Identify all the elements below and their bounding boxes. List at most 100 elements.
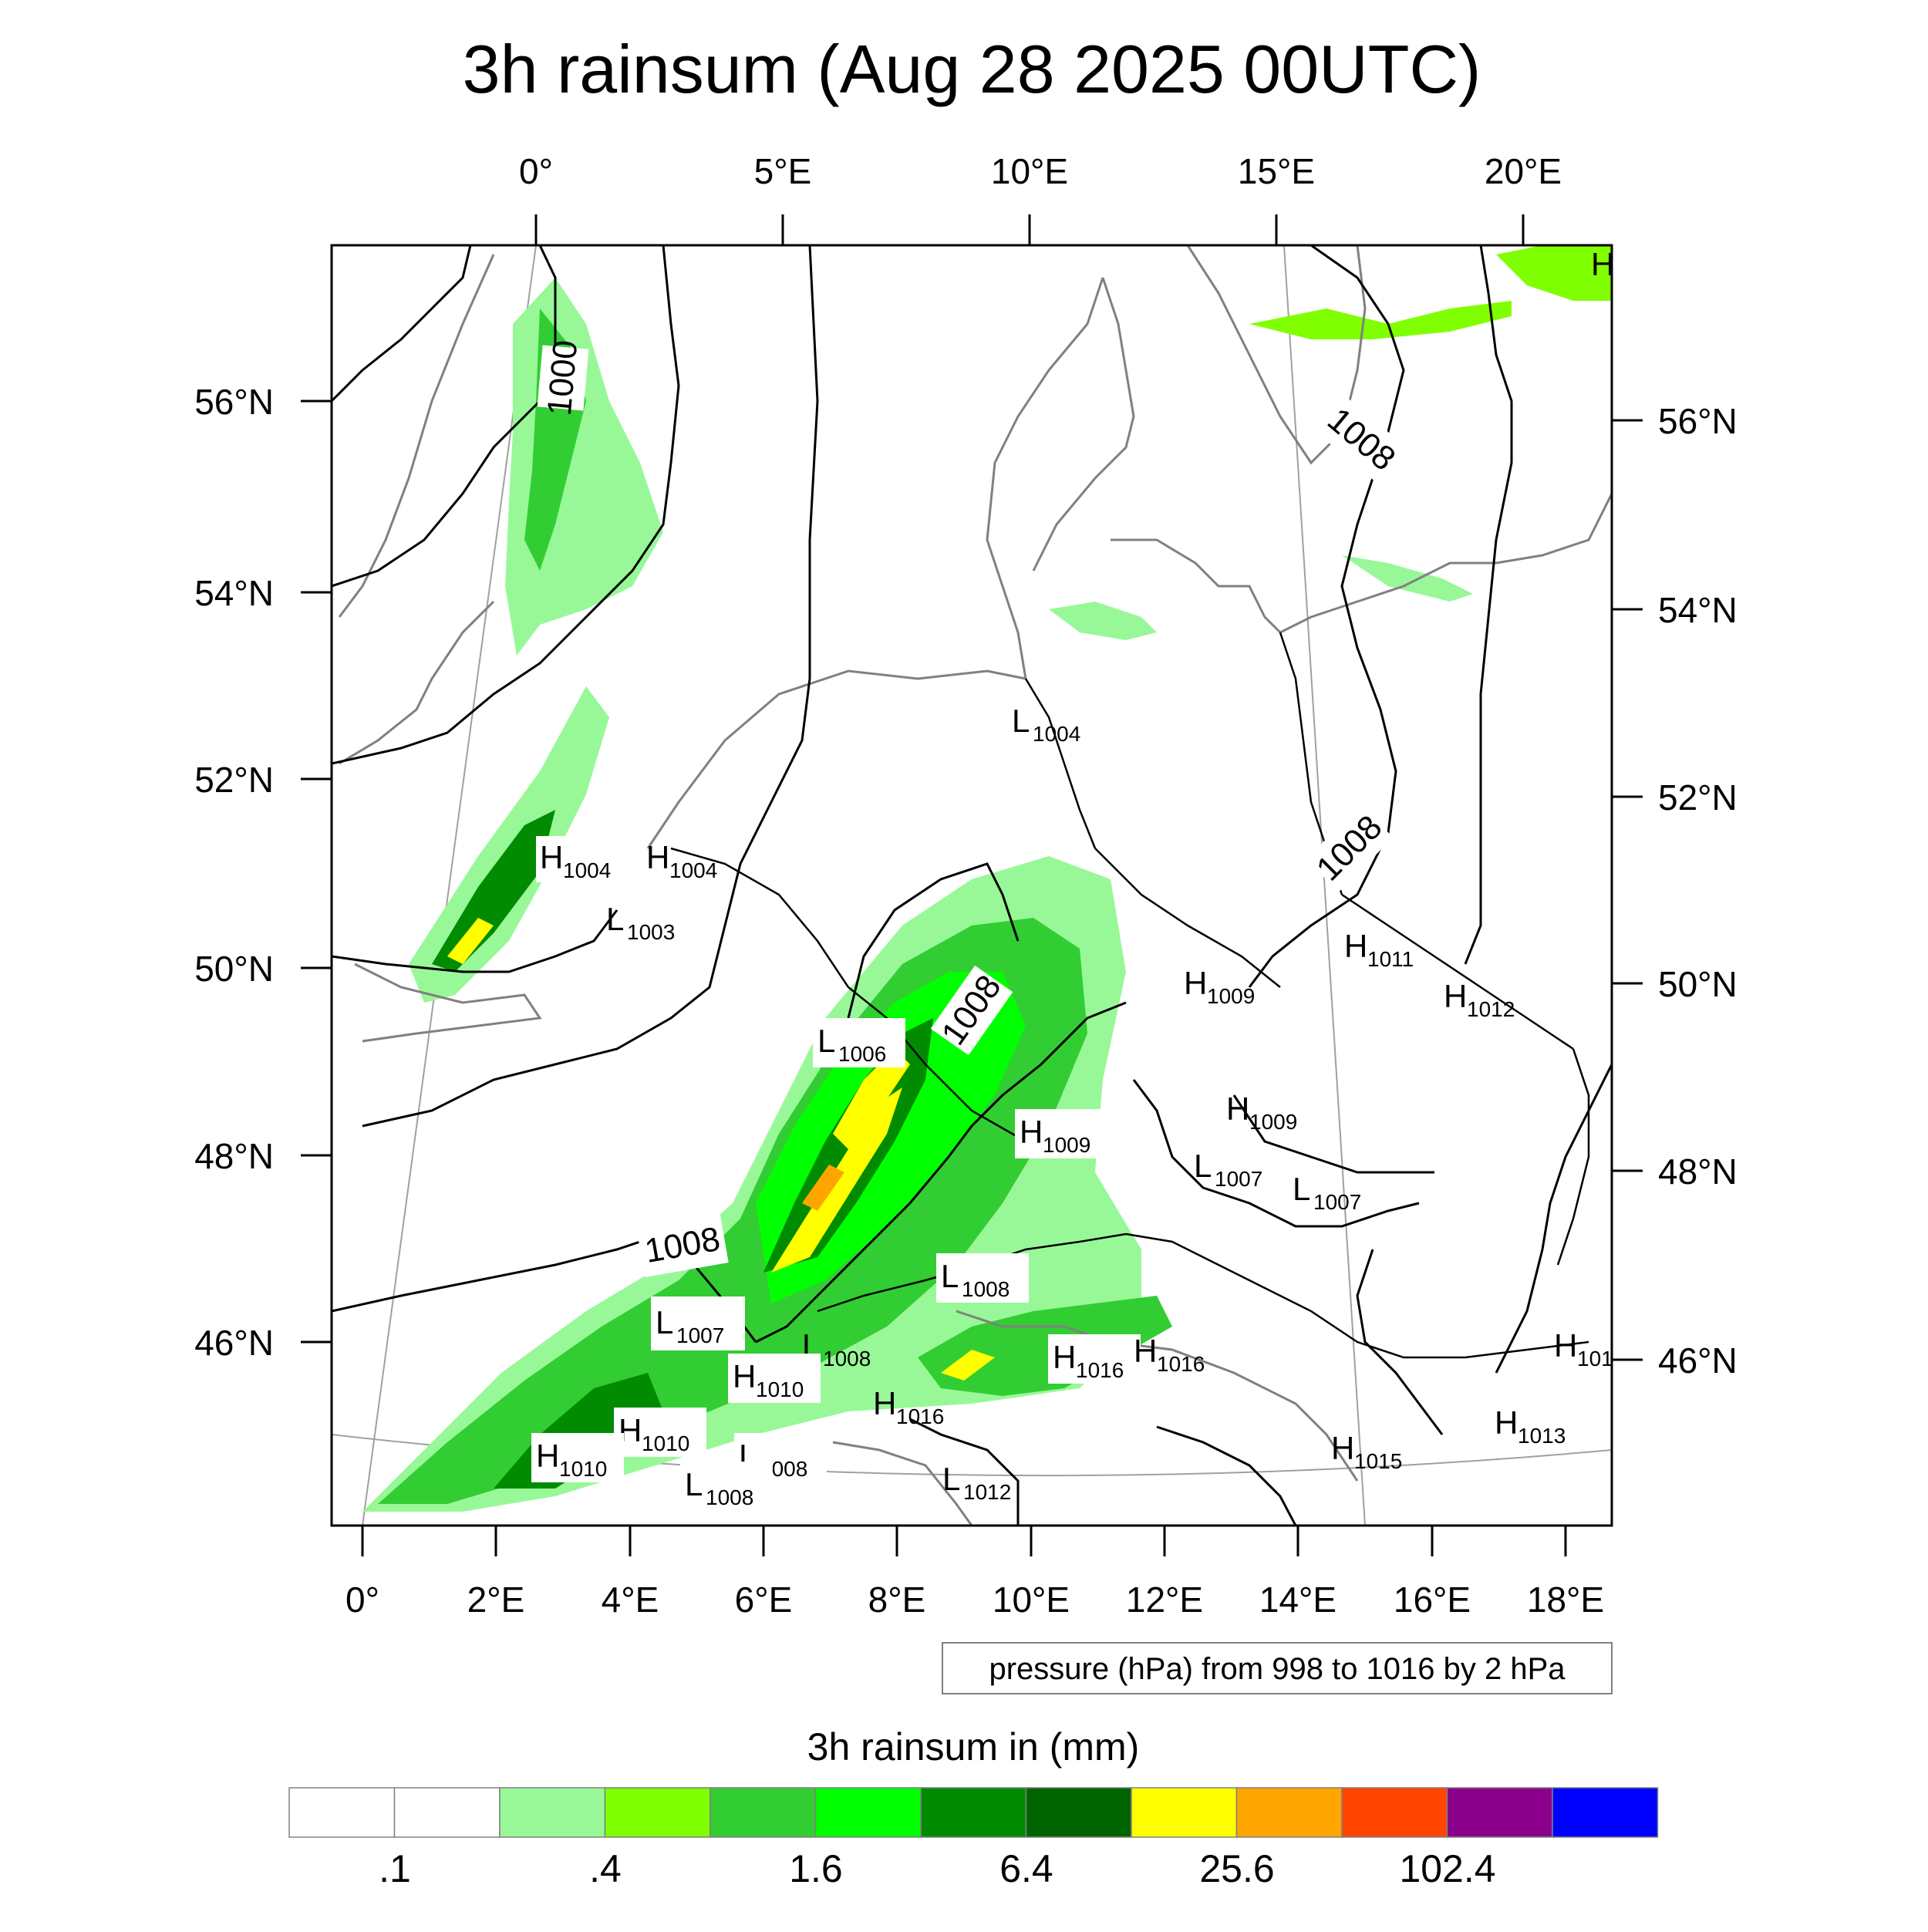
pressure-center-letter: H: [1184, 965, 1207, 1001]
pressure-note-text: pressure (hPa) from 998 to 1016 by 2 hPa: [989, 1652, 1566, 1686]
pressure-center-value: 1004: [1033, 722, 1080, 746]
pressure-center-value: 1010: [756, 1377, 804, 1401]
pressure-note-box: [942, 1642, 1613, 1694]
right-axis: [1612, 419, 1643, 1361]
pressure-center-letter: H: [646, 839, 669, 875]
right-tick-labels: 56°N 54°N 52°N 50°N 48°N 46°N: [1658, 401, 1738, 1381]
chart-title: 3h rainsum (Aug 28 2025 00UTC): [463, 31, 1481, 107]
legend-label: .1: [379, 1847, 411, 1890]
pressure-center-value: 1009: [1249, 1110, 1297, 1134]
left-tick-label: 50°N: [194, 949, 274, 989]
pressure-center-value: 1009: [1043, 1133, 1090, 1157]
bottom-tick-label: 6°E: [735, 1580, 793, 1620]
legend-swatch: [1025, 1787, 1132, 1838]
bottom-tick-label: 4°E: [602, 1580, 659, 1620]
legend-swatch: [1235, 1787, 1343, 1838]
pressure-center-value: 1012: [963, 1480, 1011, 1504]
pressure-center: H 1009: [1184, 965, 1255, 1008]
legend-labels: .1 .4 1.6 6.4 25.6 102.4: [379, 1847, 1495, 1890]
left-tick-label: 52°N: [194, 760, 274, 800]
legend-label: 102.4: [1399, 1847, 1495, 1890]
pressure-center: L 1007: [651, 1296, 745, 1350]
pressure-center-value: 1007: [1215, 1167, 1262, 1191]
legend-swatch: [710, 1787, 817, 1838]
bottom-tick-label: 2°E: [467, 1580, 525, 1620]
legend-swatch: [1341, 1787, 1448, 1838]
pressure-center-letter: L: [1293, 1171, 1310, 1207]
pressure-center: L 1008: [680, 1462, 773, 1511]
pressure-center: L 1004: [1012, 703, 1080, 746]
top-tick-label: 20°E: [1485, 151, 1562, 191]
pressure-center: H 1004: [646, 839, 717, 882]
legend-label: 6.4: [999, 1847, 1053, 1890]
pressure-center: H 1016: [1134, 1333, 1205, 1376]
legend-label: 25.6: [1199, 1847, 1274, 1890]
pressure-center-value: 1010: [642, 1431, 689, 1455]
pressure-center: H 1009: [1226, 1091, 1297, 1134]
legend-swatch: [920, 1787, 1027, 1838]
rain-intense-channel: [447, 918, 494, 964]
top-tick-label: 10°E: [991, 151, 1068, 191]
pressure-center: H 101: [1554, 1327, 1613, 1371]
pressure-center-value: 1007: [676, 1323, 724, 1347]
pressure-center: L 1008: [936, 1253, 1029, 1303]
pressure-center-letter: H: [1331, 1430, 1354, 1466]
colorbar-legend: 3h rainsum in (mm) .1 .4 1.6 6.4 25.6 10…: [288, 1725, 1659, 1890]
left-tick-label: 54°N: [194, 573, 274, 613]
legend-title: 3h rainsum in (mm): [807, 1725, 1140, 1768]
top-tick-label: 0°: [519, 151, 553, 191]
right-tick-label: 50°N: [1658, 964, 1738, 1004]
pressure-center: L 1003: [606, 901, 675, 944]
pressure-center: H 1010: [531, 1433, 624, 1482]
right-tick-label: 54°N: [1658, 590, 1738, 630]
bottom-tick-label: 12°E: [1126, 1580, 1203, 1620]
pressure-center: H 1013: [1495, 1404, 1566, 1448]
rain-moderate-alps: [918, 1296, 1172, 1396]
right-tick-label: 56°N: [1658, 401, 1738, 441]
pressure-center-letter: L: [817, 1023, 835, 1059]
pressure-center: H 1009: [1015, 1109, 1107, 1158]
rain-light-baltic-2: [1496, 245, 1612, 301]
right-tick-label: 48°N: [1658, 1151, 1738, 1192]
top-axis: [534, 214, 1525, 245]
pressure-center-letter: H: [536, 1438, 559, 1474]
bottom-tick-label: 14°E: [1259, 1580, 1336, 1620]
coastlines: [338, 245, 1612, 1526]
legend-swatch: [499, 1787, 606, 1838]
rain-orange-core: [802, 1165, 844, 1211]
pressure-center-letter: H: [1226, 1091, 1249, 1127]
pressure-center-value: 101: [1577, 1347, 1613, 1371]
pressure-center-letter: H: [540, 839, 563, 875]
legend-swatch: [393, 1787, 501, 1838]
pressure-center-letter: H: [733, 1358, 756, 1394]
right-tick-label: 52°N: [1658, 777, 1738, 818]
pressure-center: H 1012: [1444, 978, 1515, 1021]
map-panel: 1000 1008 1008 1008 1008 H: [330, 244, 1614, 1527]
left-axis: [301, 400, 332, 1344]
rain-light-baltic-3: [1342, 555, 1473, 602]
top-tick-labels: 0° 5°E 10°E 15°E 20°E: [519, 151, 1562, 191]
pressure-center: H 1016: [873, 1385, 944, 1428]
pressure-center-value: 1011: [1367, 947, 1414, 971]
pressure-center-letter: H: [1591, 246, 1614, 282]
left-tick-label: 46°N: [194, 1323, 274, 1363]
top-tick-label: 5°E: [754, 151, 812, 191]
bottom-tick-label: 10°E: [993, 1580, 1070, 1620]
pressure-center-letter: L: [1194, 1148, 1212, 1184]
bottom-tick-labels: 0° 2°E 4°E 6°E 8°E 10°E 12°E 14°E 16°E 1…: [345, 1580, 1604, 1620]
pressure-center-letter: L: [606, 901, 624, 937]
pressure-center-value: 1008: [823, 1347, 871, 1371]
bottom-tick-label: 18°E: [1527, 1580, 1604, 1620]
legend-swatch: [288, 1787, 396, 1838]
legend-swatch: [1446, 1787, 1553, 1838]
pressure-center-value: 1003: [627, 920, 675, 944]
rain-heavy-channel: [432, 810, 555, 972]
isobars: [332, 245, 1612, 1526]
pressure-center-letter: H: [873, 1385, 896, 1421]
pressure-center-value: 1013: [1518, 1424, 1566, 1448]
left-tick-labels: 56°N 54°N 52°N 50°N 48°N 46°N: [194, 382, 274, 1363]
pressure-center-value: 1006: [838, 1042, 886, 1066]
map-frame: [330, 244, 1613, 1527]
rain-light-baltic-1: [1249, 301, 1512, 339]
legend-swatch: [1131, 1787, 1238, 1838]
